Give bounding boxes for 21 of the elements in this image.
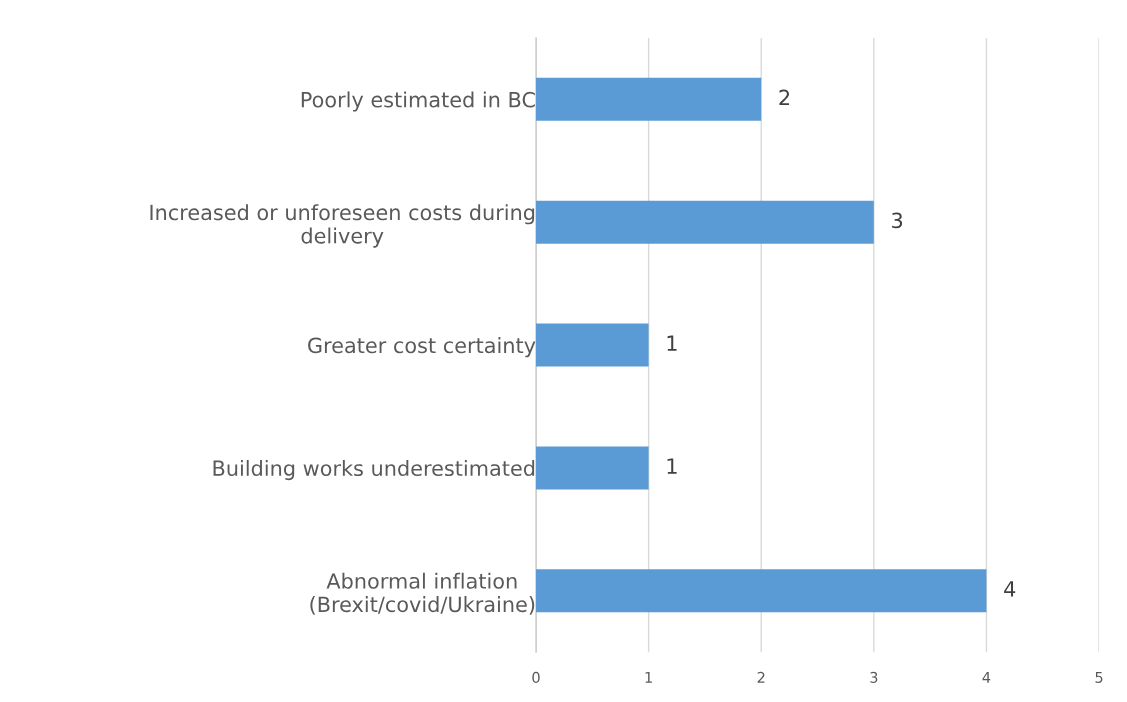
x-tick-label: 1 [645,672,652,683]
bar [536,200,874,244]
data-label: 1 [667,458,677,474]
bar [536,446,649,490]
data-label: 2 [779,89,790,106]
y-tick-label: Building works underestimated [213,459,535,481]
x-tick-label: 0 [532,671,540,683]
x-tick-label: 5 [1095,672,1103,683]
y-tick-label: Abnormal inflation (Brexit/covid/Ukraine) [310,572,535,615]
x-tick-label: 3 [870,671,878,683]
y-tick-label: Increased or unforeseen costs during delivery [150,204,535,248]
bar [536,77,762,121]
y-tick-label: Poorly estimated in BC [301,91,535,112]
y-tick-label: Greater cost certainty [308,337,536,358]
data-label: 3 [892,212,903,229]
x-tick-label: 4 [982,672,991,683]
data-label: 4 [1004,581,1016,597]
data-label: 1 [667,335,677,351]
bar [536,569,987,613]
x-tick-label: 2 [757,671,765,683]
bar [536,323,649,367]
